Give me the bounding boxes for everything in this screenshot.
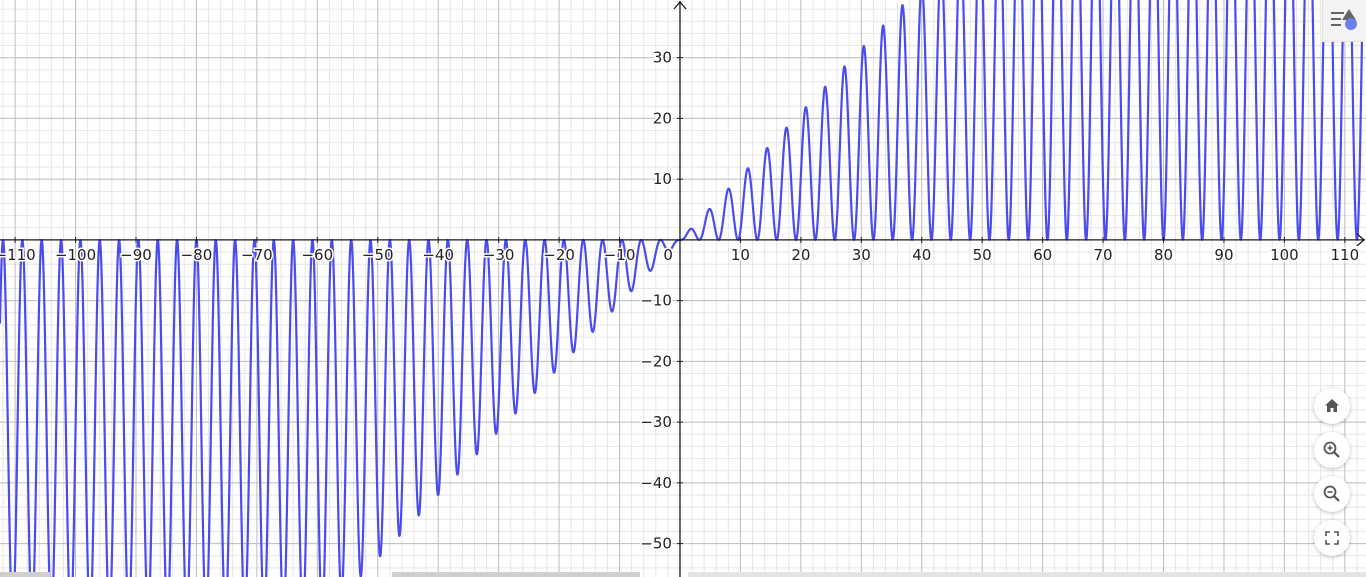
y-tick-label: −10 [640, 292, 672, 310]
x-tick-label: 40 [912, 246, 931, 264]
zoom-in-icon [1323, 441, 1340, 458]
x-tick-label: −10 [604, 246, 636, 264]
x-tick-label: 70 [1094, 246, 1113, 264]
x-tick-label: 100 [1270, 246, 1299, 264]
x-tick-label: −60 [301, 246, 333, 264]
x-tick-label: −70 [241, 246, 273, 264]
x-tick-label: −90 [120, 246, 152, 264]
x-tick-label: 110 [1331, 246, 1360, 264]
scrollbar-track-left [0, 572, 50, 577]
y-tick-label: −30 [640, 413, 672, 431]
x-tick-label: 50 [973, 246, 992, 264]
y-tick-label: 20 [653, 109, 672, 127]
zoom-in-button[interactable] [1314, 432, 1350, 468]
x-tick-label: −100 [55, 246, 96, 264]
style-bar-toggle[interactable] [1322, 0, 1366, 42]
x-tick-label: −80 [181, 246, 213, 264]
fullscreen-button[interactable] [1314, 520, 1350, 556]
x-axis-arrow [1356, 233, 1365, 247]
zoom-out-button[interactable] [1314, 476, 1350, 512]
origin-label: 0 [663, 246, 673, 264]
y-axis-arrow [673, 1, 687, 10]
fullscreen-icon [1325, 531, 1339, 545]
x-tick-label: 60 [1033, 246, 1052, 264]
style-bar-toggle-icon [1331, 9, 1357, 30]
y-tick-label: 10 [653, 170, 672, 188]
y-tick-label: −50 [640, 535, 672, 553]
x-tick-label: 20 [791, 246, 810, 264]
y-axis-ticks: 30 20 10 −10 −20 −30 −40 −50 [639, 47, 683, 554]
y-tick-label: 30 [653, 49, 672, 67]
x-tick-label: −40 [422, 246, 454, 264]
home-button[interactable] [1314, 388, 1350, 424]
x-tick-label: −110 [0, 246, 36, 264]
zoom-out-icon [1323, 485, 1340, 502]
x-tick-label: −20 [543, 246, 575, 264]
x-tick-label: −30 [483, 246, 515, 264]
y-tick-label: −20 [640, 352, 672, 370]
scrollbar-track-middle [392, 572, 640, 577]
x-axis-ticks: −110 −100 −90 −80 −70 −60 −50 −40 −30 −20 −10 10 20 3… [0, 236, 1361, 265]
home-icon [1325, 399, 1339, 412]
x-tick-label: 80 [1154, 246, 1173, 264]
x-tick-label: −50 [362, 246, 394, 264]
y-tick-label: −40 [640, 474, 672, 492]
scrollbar-track-right [688, 572, 1366, 577]
x-tick-label: 30 [852, 246, 871, 264]
x-tick-label: 10 [731, 246, 750, 264]
x-tick-label: 90 [1214, 246, 1233, 264]
